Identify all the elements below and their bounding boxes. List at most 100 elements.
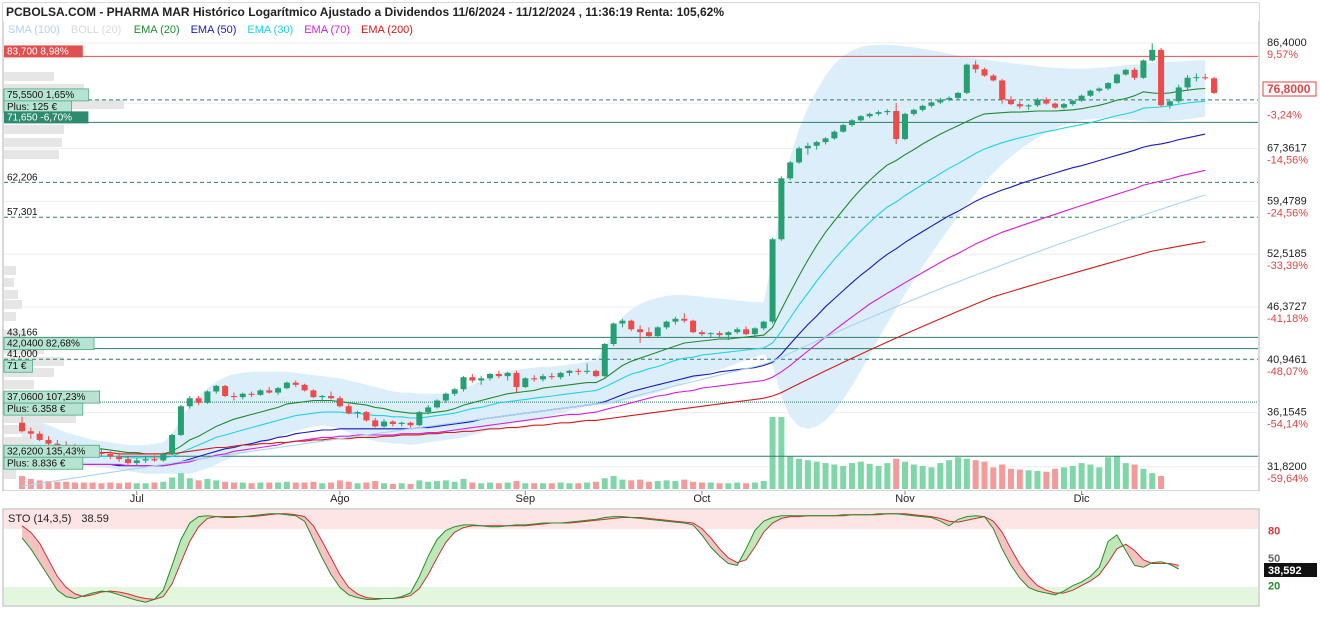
volume-bar-59 [539, 483, 546, 489]
candle-body-80 [725, 332, 732, 336]
volume-bar-112 [1007, 468, 1014, 489]
candle-89 [804, 142, 811, 155]
profile-bar-12 [4, 414, 76, 423]
volume-bar-106 [954, 457, 961, 489]
volume-bar-90 [813, 461, 820, 489]
volume-bar-82 [743, 483, 750, 489]
level-label-8: 41,000 [7, 349, 38, 360]
candle-51 [469, 373, 476, 383]
candle-112 [1007, 96, 1014, 106]
volume-bar-58 [531, 483, 538, 489]
candle-38 [354, 410, 361, 418]
candle-41 [381, 419, 388, 428]
volume-bar-55 [504, 482, 511, 489]
profile-bar-3 [4, 300, 22, 309]
legend-item-2[interactable]: EMA (20) [134, 24, 180, 36]
candle-body-31 [292, 382, 299, 385]
volume-bar-23 [222, 481, 229, 489]
candle-44 [407, 421, 414, 428]
volume-bar-57 [522, 483, 529, 489]
candle-body-106 [954, 92, 961, 98]
legend-item-6[interactable]: EMA (200) [361, 24, 413, 36]
candle-24 [230, 392, 237, 401]
candle-body-47 [434, 400, 441, 408]
candle-113 [1016, 101, 1023, 109]
candle-126 [1131, 67, 1138, 80]
volume-bar-99 [893, 458, 900, 489]
volume-bar-83 [751, 482, 758, 489]
legend-item-1[interactable]: BOLL (20) [71, 24, 121, 36]
indicator-legend[interactable]: SMA (100) BOLL (20) EMA (20) EMA (50) EMA (3… [8, 24, 413, 36]
volume-bar-3 [45, 481, 52, 489]
volume-bar-63 [575, 483, 582, 489]
volume-bar-54 [495, 483, 502, 489]
candle-body-58 [531, 378, 538, 380]
volume-bar-21 [204, 478, 211, 489]
volume-bar-33 [310, 481, 317, 489]
sto-fill-45 [419, 556, 429, 589]
volume-bar-97 [875, 465, 882, 489]
candle-81 [734, 327, 741, 335]
candle-body-2 [36, 433, 43, 440]
candle-135 [1211, 76, 1218, 95]
candle-body-116 [1043, 99, 1050, 104]
candle-body-23 [222, 385, 229, 396]
candle-body-9 [98, 452, 105, 454]
price-tick-6: 40,9461 [1267, 354, 1307, 366]
volume-bar-128 [1149, 473, 1156, 489]
volume-bar-40 [372, 481, 379, 489]
candle-body-104 [937, 99, 944, 103]
candle-1 [27, 427, 34, 439]
candle-122 [1096, 87, 1103, 93]
time-axis-strip [3, 491, 1259, 507]
volume-bar-45 [416, 480, 423, 489]
candle-body-113 [1016, 104, 1023, 107]
volume-bar-115 [1034, 471, 1041, 489]
sto-fill-111 [1002, 532, 1011, 566]
volume-bar-31 [292, 482, 299, 489]
price-tick-3: 59,4789 [1267, 195, 1307, 207]
candle-body-126 [1131, 69, 1138, 78]
candle-20 [195, 395, 202, 406]
x-label-0: Jul [130, 493, 144, 505]
volume-bar-1 [27, 478, 34, 489]
candle-body-105 [946, 97, 953, 100]
candle-body-107 [963, 64, 970, 93]
candle-body-44 [407, 422, 414, 426]
sto-fill-17 [172, 539, 181, 584]
sto-level-80: 80 [1268, 525, 1280, 537]
candle-90 [813, 140, 820, 150]
legend-item-3[interactable]: EMA (50) [191, 24, 237, 36]
sto-fill-77 [701, 528, 711, 547]
volume-bar-102 [919, 465, 926, 489]
candle-body-73 [663, 321, 670, 328]
candle-53 [486, 372, 493, 381]
legend-item-5[interactable]: EMA (70) [304, 24, 350, 36]
sto-fill-83 [754, 521, 764, 547]
sto-fill-48 [445, 526, 455, 543]
volume-bar-84 [760, 481, 767, 489]
legend-item-0[interactable]: SMA (100) [8, 24, 60, 36]
candle-120 [1078, 94, 1085, 102]
volume-bar-78 [707, 482, 714, 489]
candle-body-79 [716, 333, 723, 336]
candle-18 [177, 405, 184, 437]
candle-body-13 [133, 460, 140, 464]
candle-body-99 [893, 110, 900, 139]
candle-body-118 [1060, 104, 1067, 108]
sto-fill-113 [1019, 564, 1029, 588]
candle-134 [1202, 74, 1209, 80]
candle-65 [592, 369, 599, 378]
level-label-6: 43,166 [7, 327, 38, 338]
candle-91 [822, 137, 829, 145]
candle-body-121 [1087, 90, 1094, 96]
volume-bar-98 [884, 463, 891, 489]
candle-28 [266, 387, 273, 394]
volume-bar-120 [1078, 463, 1085, 489]
sto-fill-114 [1028, 576, 1038, 592]
candle-71 [645, 327, 652, 338]
sto-fill-5 [66, 587, 75, 599]
volume-bar-113 [1016, 469, 1023, 489]
legend-item-4[interactable]: EMA (30) [247, 24, 293, 36]
level-box-7 [3, 337, 95, 351]
